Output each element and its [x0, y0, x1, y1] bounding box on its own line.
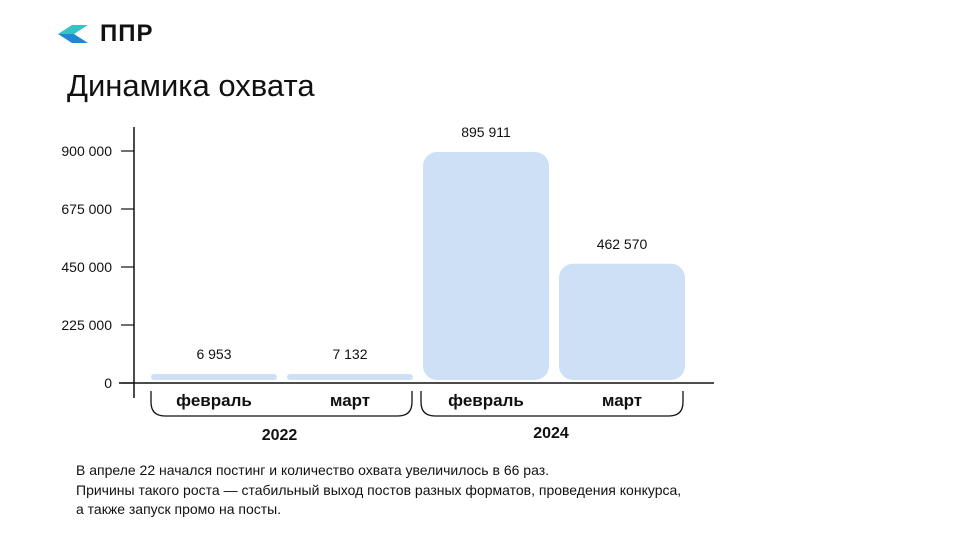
y-tick-label: 450 000 — [61, 259, 112, 275]
group-label: 2022 — [262, 427, 298, 444]
logo-text: ППР — [100, 20, 154, 47]
y-tick-label: 900 000 — [61, 143, 112, 159]
bar — [559, 263, 685, 380]
logo: ППР — [58, 20, 154, 48]
category-label: март — [602, 391, 642, 410]
logo-icon — [58, 25, 88, 43]
y-tick-label: 0 — [104, 375, 112, 391]
bar — [423, 152, 549, 380]
y-tick-label: 675 000 — [61, 201, 112, 217]
bar — [151, 374, 277, 380]
category-label: февраль — [448, 391, 524, 410]
note-line-1: В апреле 22 начался постинг и количество… — [76, 462, 550, 478]
page-title: Динамика охвата — [67, 68, 315, 103]
group-bracket — [150, 391, 413, 417]
category-label: февраль — [176, 391, 252, 410]
bar-value-label: 462 570 — [597, 236, 648, 252]
category-label: март — [330, 391, 370, 410]
bar — [287, 374, 413, 380]
bar-value-label: 895 911 — [461, 124, 511, 140]
bar-value-label: 7 132 — [332, 346, 367, 362]
note-line-3: а также запуск промо на посты. — [76, 501, 282, 517]
description-note: В апреле 22 начался постинг и количество… — [76, 461, 681, 520]
bar-value-label: 6 953 — [196, 346, 231, 362]
group-bracket — [420, 391, 684, 417]
group-label: 2024 — [533, 425, 569, 442]
y-tick-label: 225 000 — [61, 317, 112, 333]
note-line-2: Причины такого роста — стабильный выход … — [76, 481, 682, 498]
